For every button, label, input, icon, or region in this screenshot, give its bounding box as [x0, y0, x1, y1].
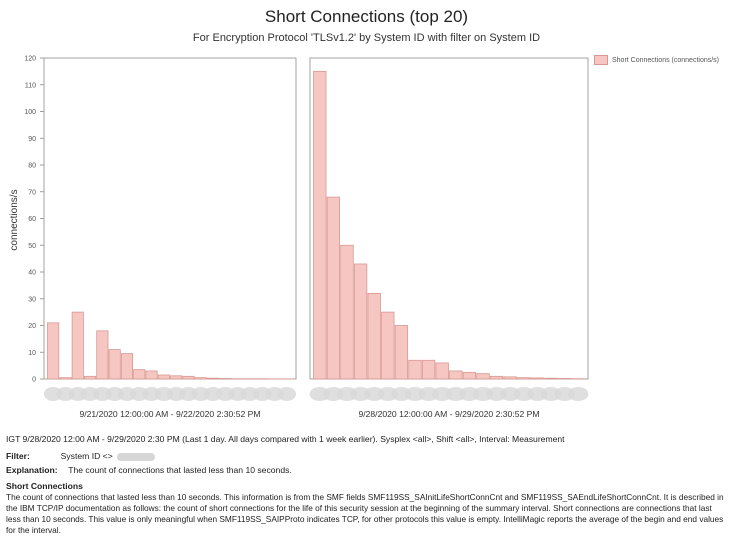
panel-frame — [309, 57, 589, 380]
y-axis-label: connections/s — [9, 189, 20, 250]
bar — [489, 375, 504, 380]
bar — [108, 349, 121, 380]
bar — [71, 311, 84, 380]
bar — [408, 359, 422, 380]
bar — [340, 244, 354, 380]
bar — [170, 375, 183, 380]
panel-x-label: 9/28/2020 12:00:00 AM - 9/29/2020 2:30:5… — [358, 409, 539, 419]
section-body: The count of connections that lasted les… — [6, 492, 724, 535]
bar — [381, 311, 395, 380]
bar — [145, 370, 158, 380]
bar — [530, 377, 545, 380]
bar — [83, 375, 97, 380]
section-title: Short Connections — [6, 481, 83, 491]
bar — [47, 322, 60, 380]
bar — [503, 376, 517, 380]
bar — [96, 330, 109, 380]
bar — [313, 70, 327, 380]
y-tick-label: 40 — [28, 270, 36, 277]
period-line: IGT 9/28/2020 12:00 AM - 9/29/2020 2:30 … — [6, 434, 565, 444]
bar — [367, 292, 381, 380]
y-tick-label: 100 — [24, 109, 36, 116]
bar — [326, 196, 341, 380]
explanation-value: The count of connections that lasted les… — [68, 465, 292, 475]
bar — [353, 263, 368, 380]
y-tick-label: 120 — [24, 56, 36, 63]
chart-title: Short Connections (top 20) — [264, 7, 469, 26]
panel-frame — [43, 57, 297, 380]
chart: 0 10 20 30 40 50 60 70 80 90 100 110 120 connections/… — [9, 56, 589, 419]
redacted-value — [117, 452, 156, 461]
bar — [206, 377, 220, 380]
bar — [194, 377, 207, 380]
bar — [557, 378, 572, 380]
y-tick-label: 10 — [28, 350, 36, 357]
bar — [421, 359, 436, 380]
y-tick-label: 0 — [32, 377, 36, 384]
explanation-row: Explanation: The count of connections th… — [6, 465, 292, 475]
explanation-label: Explanation: — [6, 465, 58, 475]
bar — [517, 377, 531, 380]
filter-label: Filter: — [6, 451, 30, 461]
y-tick-label: 70 — [28, 189, 36, 196]
bar — [544, 377, 558, 380]
y-tick-label: 90 — [28, 136, 36, 143]
bar — [394, 325, 409, 380]
y-tick-label: 20 — [28, 323, 36, 330]
y-tick-label: 110 — [25, 82, 36, 89]
filter-row: Filter: System ID <> — [6, 451, 156, 461]
y-tick-label: 80 — [28, 163, 36, 170]
bar — [219, 378, 232, 380]
legend: Short Connections (connections/s) — [594, 55, 719, 65]
redacted-category-label — [568, 387, 589, 401]
legend-label: Short Connections (connections/s) — [612, 56, 719, 64]
bar — [435, 362, 449, 380]
y-tick-label: 30 — [28, 296, 36, 303]
bar — [157, 374, 170, 380]
filter-value: System ID <> — [60, 451, 113, 461]
bar — [476, 373, 490, 380]
bar — [120, 353, 134, 380]
panel-x-label: 9/21/2020 12:00:00 AM - 9/22/2020 2:30:5… — [79, 409, 260, 419]
redacted-category-label — [277, 387, 297, 401]
bar — [462, 371, 477, 380]
y-tick-label: 60 — [28, 216, 36, 223]
y-tick-label: 50 — [28, 243, 36, 250]
bar — [449, 370, 463, 380]
bar — [59, 377, 72, 380]
legend-swatch — [594, 55, 608, 65]
bar — [182, 375, 195, 380]
bar — [133, 369, 146, 380]
chart-subtitle: For Encryption Protocol 'TLSv1.2' by Sys… — [192, 32, 541, 44]
